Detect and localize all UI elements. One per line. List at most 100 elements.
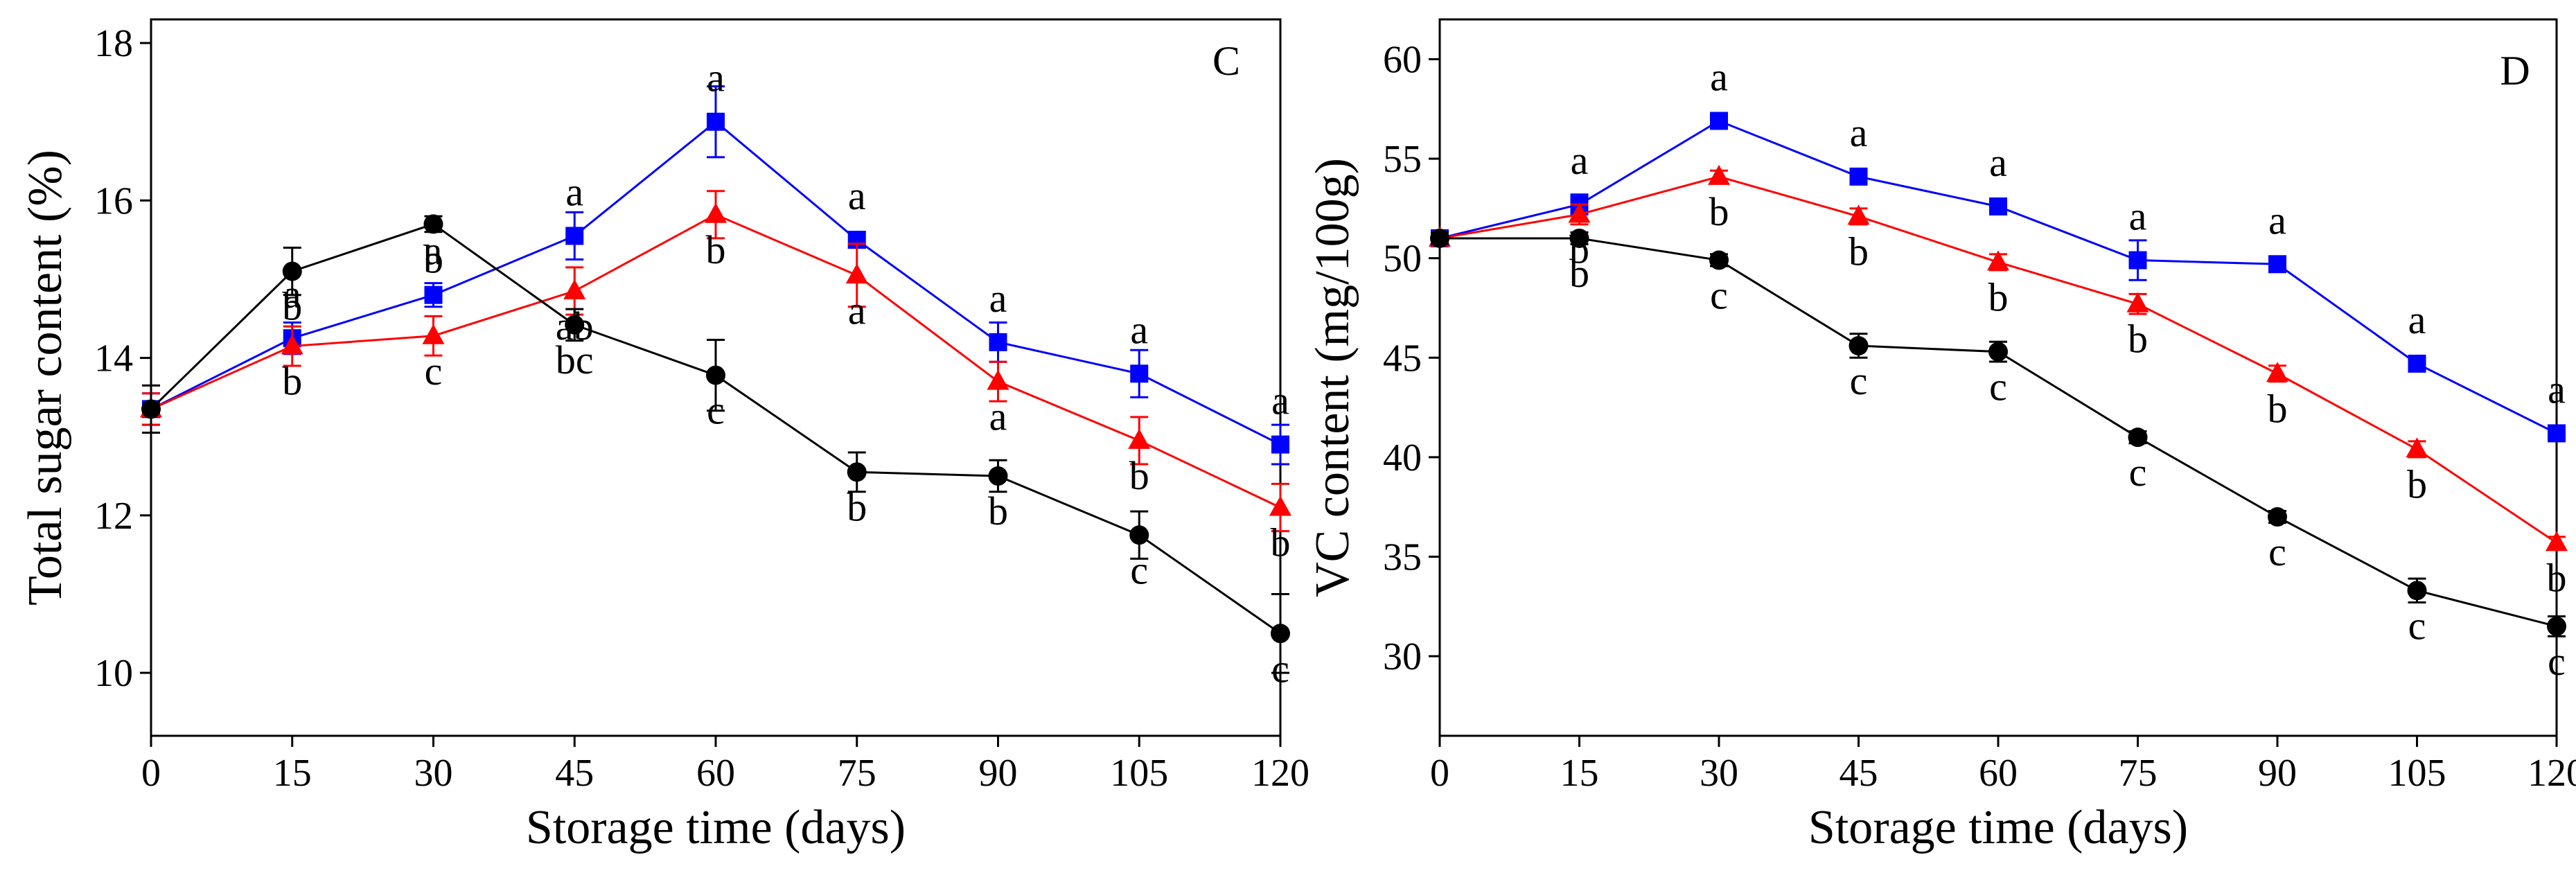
x-tick-label: 105	[2388, 752, 2446, 795]
y-tick-label: 30	[1383, 635, 1422, 678]
significance-label: a	[1850, 110, 1868, 155]
x-tick-label: 120	[2528, 752, 2576, 795]
significance-label: b	[1988, 274, 2009, 319]
data-point-circle	[2547, 617, 2566, 637]
significance-label: b	[1709, 189, 1729, 234]
significance-label: b	[2547, 555, 2567, 600]
significance-label: b	[282, 284, 302, 329]
data-point-triangle	[1128, 428, 1151, 449]
data-point-triangle	[2126, 292, 2149, 312]
y-tick-label: 50	[1383, 238, 1422, 281]
chart-panel-c: 0 15 30 45 60 75 90 105 120 10 12 14 16 18 Storage tim…	[19, 18, 1309, 854]
data-point-square	[424, 285, 443, 304]
significance-label: b	[1129, 453, 1149, 498]
x-tick-label: 60	[696, 752, 735, 795]
significance-label: c	[2268, 529, 2286, 574]
y-tick-label: 12	[94, 495, 133, 538]
y-tick-label: 35	[1383, 536, 1422, 579]
chart-panel-d: 0 15 30 45 60 75 90 105 120 30 35 40 45 50 55 60 Storage…	[1306, 18, 2576, 854]
data-point-circle	[1271, 624, 1290, 644]
significance-label: a	[848, 173, 866, 218]
data-point-triangle	[1568, 202, 1591, 223]
series-triangle: b b b b b b b b	[1429, 164, 2568, 600]
significance-label: a	[565, 169, 583, 214]
significance-label: c	[425, 349, 443, 394]
significance-label: c	[1130, 547, 1148, 592]
data-point-circle	[141, 399, 161, 419]
significance-label: b	[1569, 251, 1589, 296]
significance-label: a	[1989, 140, 2007, 185]
significance-label: b	[1849, 229, 1869, 274]
significance-label: a	[2129, 194, 2147, 239]
significance-label: b	[2407, 461, 2427, 506]
y-tick-label: 45	[1383, 337, 1422, 380]
data-point-circle	[2268, 507, 2287, 527]
y-axis-title: VC content (mg/100g)	[1306, 158, 1359, 597]
significance-label: a	[2408, 297, 2426, 342]
significance-label: a	[989, 394, 1007, 439]
series-square: a a a a a a a a	[1431, 54, 2566, 443]
significance-label: b	[847, 484, 867, 529]
significance-label: c	[2408, 603, 2426, 648]
data-point-square	[1271, 435, 1289, 454]
x-tick-label: 15	[273, 752, 312, 795]
x-tick-label: 75	[838, 752, 876, 795]
y-tick-label: 14	[94, 337, 133, 380]
data-point-square	[1130, 364, 1149, 383]
data-point-triangle	[1269, 495, 1291, 516]
x-tick-label: 30	[1700, 752, 1738, 795]
significance-label: a	[2268, 197, 2286, 242]
data-point-circle	[847, 462, 867, 482]
data-point-triangle	[422, 324, 445, 344]
significance-label: c	[2129, 450, 2147, 495]
panel-label: D	[2500, 48, 2530, 94]
data-point-circle	[2407, 581, 2427, 601]
significance-label: b	[282, 359, 302, 404]
significance-label: a	[2548, 367, 2566, 412]
data-point-square	[707, 112, 725, 131]
data-point-square	[2408, 354, 2426, 373]
x-axis-title: Storage time (days)	[1808, 801, 2188, 854]
data-point-square	[1989, 197, 2007, 215]
data-point-triangle	[1987, 250, 2009, 271]
y-tick-label: 40	[1383, 436, 1422, 479]
significance-label: c	[1271, 646, 1289, 691]
x-tick-label: 90	[2258, 752, 2297, 795]
data-point-triangle	[1708, 164, 1730, 185]
y-tick-label: 60	[1383, 38, 1422, 81]
x-tick-label: 120	[1251, 752, 1309, 795]
data-point-triangle	[2266, 362, 2288, 382]
data-point-square	[2548, 424, 2566, 443]
x-tick-label: 75	[2119, 752, 2158, 795]
significance-label: a	[1130, 307, 1148, 352]
x-tick-label: 90	[979, 752, 1018, 795]
data-point-circle	[988, 466, 1008, 486]
x-tick-label: 45	[1840, 752, 1878, 795]
data-point-circle	[1849, 336, 1869, 356]
y-tick-label: 18	[94, 22, 133, 65]
data-point-triangle	[2546, 531, 2568, 552]
significance-label: c	[707, 388, 725, 433]
data-point-triangle	[845, 263, 868, 284]
significance-label: a	[1271, 378, 1289, 423]
significance-label: a	[425, 229, 443, 274]
x-axis-title: Storage time (days)	[526, 801, 906, 854]
data-point-circle	[282, 261, 302, 281]
data-point-triangle	[1847, 204, 1870, 225]
data-point-square	[2268, 255, 2286, 274]
data-point-square	[989, 333, 1007, 351]
significance-label: b	[2268, 386, 2288, 431]
data-point-triangle	[987, 369, 1009, 390]
data-point-triangle	[281, 334, 303, 355]
data-point-circle	[1129, 525, 1149, 545]
significance-label: a	[1571, 138, 1589, 183]
significance-label: a	[1710, 54, 1728, 99]
data-point-circle	[1569, 228, 1589, 248]
significance-label: a	[707, 55, 725, 100]
y-tick-label: 55	[1383, 138, 1422, 181]
significance-label: a	[989, 276, 1007, 321]
data-point-circle	[1709, 250, 1729, 270]
x-tick-label: 15	[1560, 752, 1599, 795]
